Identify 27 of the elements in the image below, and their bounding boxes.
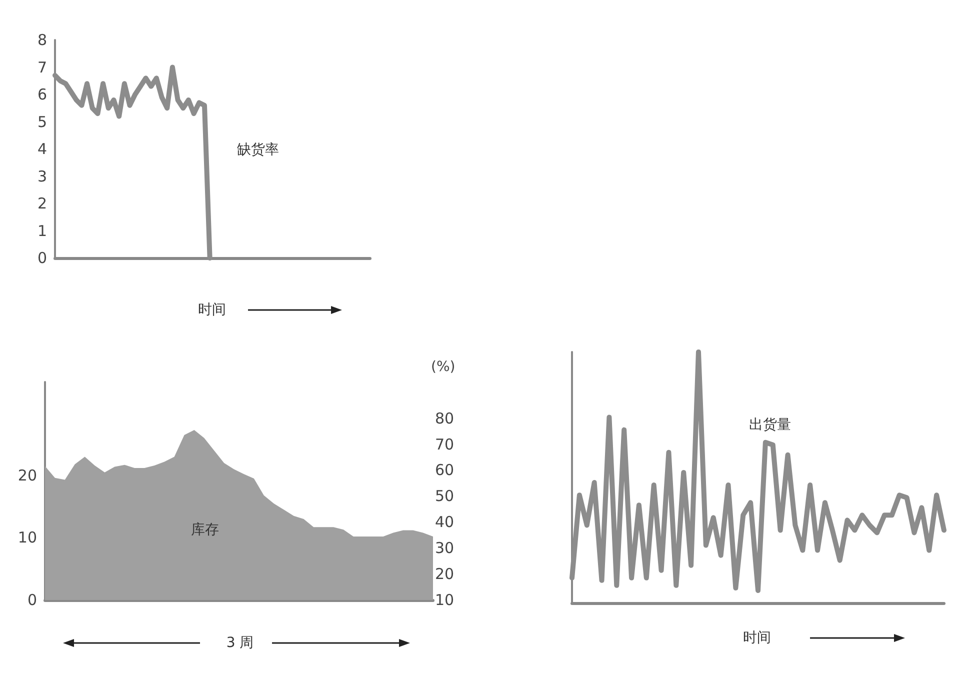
y-tick-label: 7 — [37, 58, 47, 76]
y-tick-label: 2 — [37, 194, 47, 212]
annotation: 出货量 — [749, 417, 791, 433]
annotation: 缺货率 — [237, 142, 279, 158]
y2-tick-label: 40 — [435, 513, 454, 532]
y2-tick-label: 70 — [435, 435, 454, 454]
y-tick-label: 6 — [37, 86, 47, 104]
y-tick-label: 8 — [37, 31, 47, 49]
y2-tick-label: 60 — [435, 461, 454, 480]
y2-tick-label: 80 — [435, 409, 454, 428]
y-tick-label: 1 — [37, 222, 47, 240]
y-tick-label: 3 — [37, 167, 47, 186]
y-tick-label: 20 — [18, 466, 37, 484]
y2-tick-label: 20 — [435, 565, 454, 584]
x-axis-title: 时间 — [198, 302, 226, 318]
y2-tick-label: 50 — [435, 487, 454, 506]
x-axis-title: 3 周 — [226, 635, 254, 651]
y-tick-label: 0 — [27, 591, 37, 609]
x-axis-title: 时间 — [743, 630, 771, 646]
y-tick-label: 0 — [37, 249, 47, 267]
y2-tick-label: 10 — [435, 591, 454, 609]
y-tick-label: 4 — [37, 140, 47, 158]
y-tick-label: 5 — [37, 112, 47, 131]
annotation: 库存 — [191, 522, 219, 538]
y-tick-label: 10 — [18, 528, 37, 547]
y2-tick-label: 30 — [435, 539, 454, 558]
y2-axis-title: (%) — [431, 359, 456, 375]
